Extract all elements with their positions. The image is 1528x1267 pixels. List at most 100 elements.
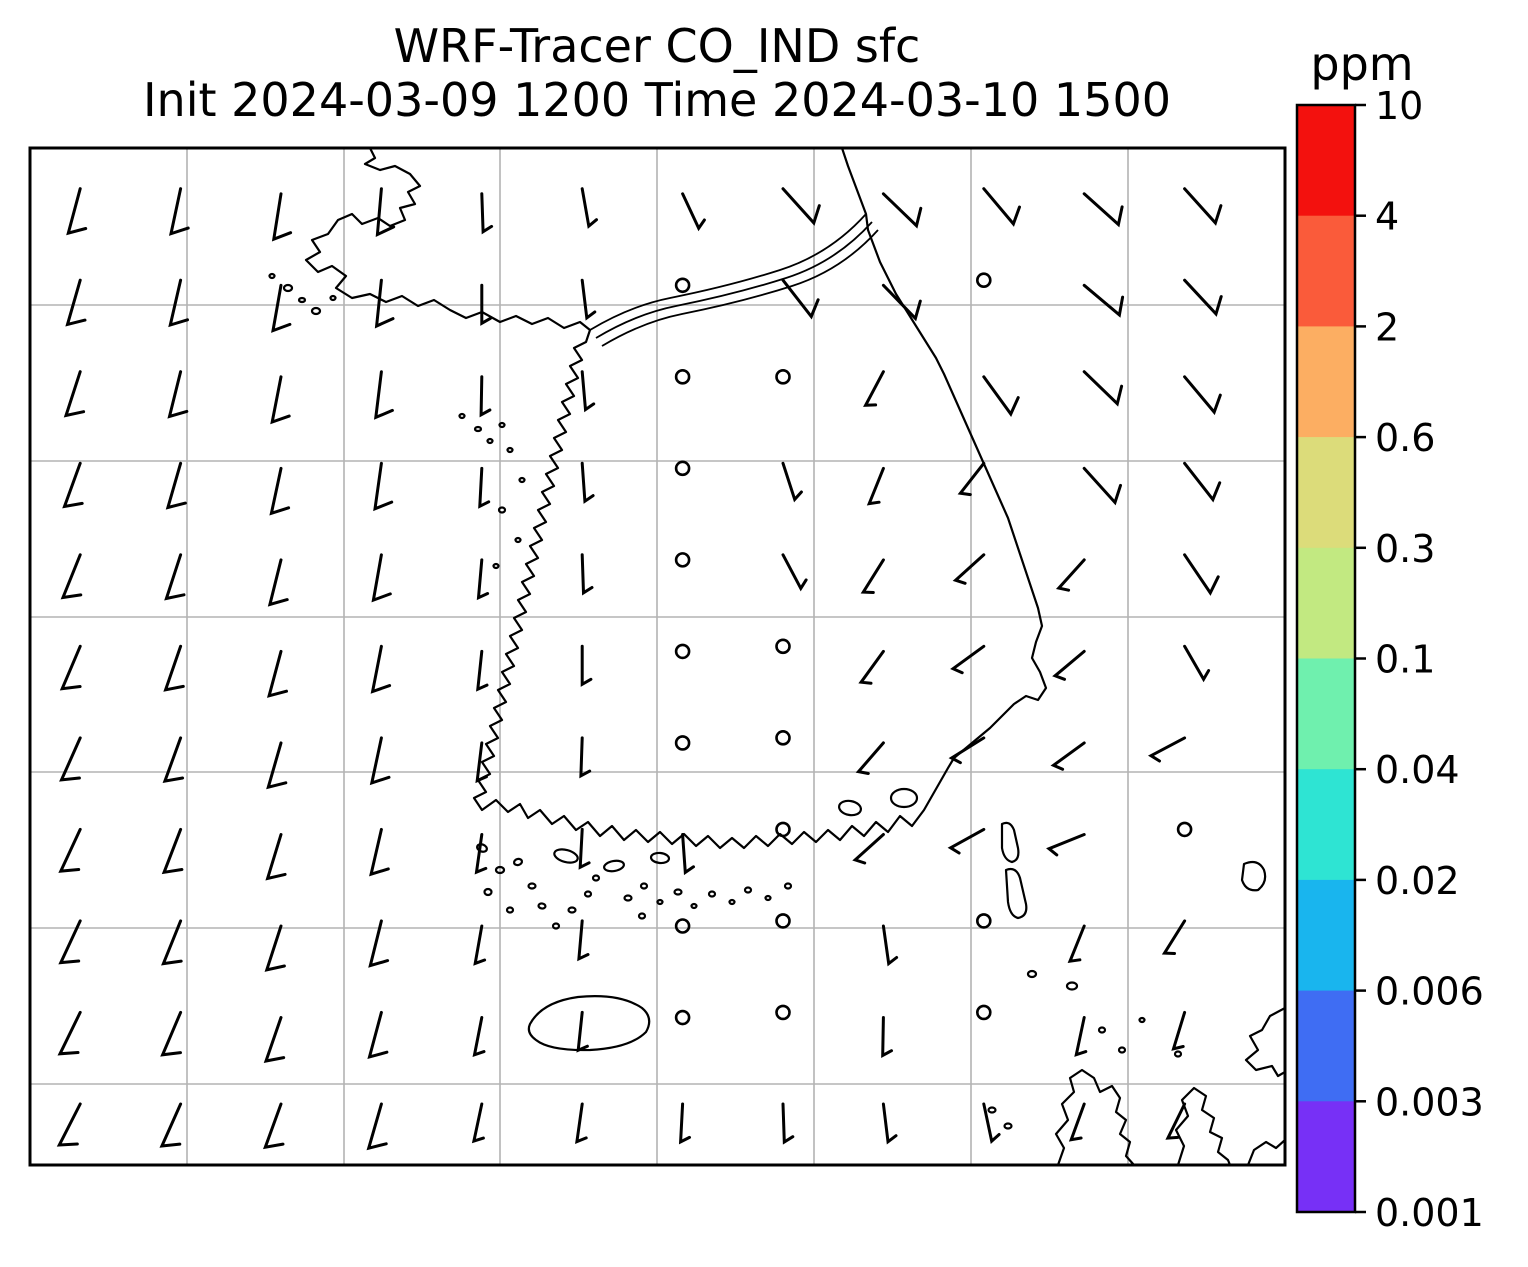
wind-barb: [881, 924, 899, 967]
island-outline: [282, 283, 294, 293]
island-outline: [837, 799, 863, 817]
wind-barb: [881, 283, 922, 322]
wind-barb: [59, 736, 82, 782]
calm-wind-circle: [674, 918, 691, 934]
colorbar-unit-label: ppm: [1310, 37, 1413, 91]
island-outline: [1097, 1026, 1107, 1034]
wind-barb: [1068, 1102, 1086, 1142]
calm-wind-circle: [674, 369, 691, 385]
wind-barb: [1050, 741, 1086, 771]
island-outline: [656, 898, 664, 906]
wind-barb: [1067, 924, 1086, 964]
island-outline: [458, 412, 466, 420]
colorbar-segment: [1297, 990, 1355, 1102]
wind-barb: [263, 1016, 286, 1063]
wind-barb: [957, 461, 986, 497]
border-line: [589, 213, 867, 331]
wind-barb: [1046, 833, 1086, 857]
island-outline: [583, 890, 593, 898]
wind-barb: [855, 741, 885, 775]
island-outline: [310, 306, 322, 316]
calm-wind-circle: [775, 821, 791, 838]
wind-barb: [1082, 192, 1124, 228]
wind-barb: [475, 741, 488, 784]
island-outline: [743, 886, 753, 894]
wind-barb: [161, 827, 184, 875]
calm-wind-circle: [775, 638, 791, 655]
wind-barb: [160, 1010, 183, 1057]
island-outline: [483, 887, 493, 897]
wind-barb: [472, 1016, 486, 1058]
island-outline: [783, 882, 793, 890]
wind-barb: [63, 370, 86, 418]
island-outline: [639, 882, 649, 890]
wind-barb: [1052, 649, 1086, 681]
island-outline: [506, 446, 514, 454]
island-outline: [728, 898, 736, 906]
colorbar-tick-label: 0.001: [1375, 1191, 1484, 1235]
colorbar-tick-label: 0.6: [1375, 416, 1435, 460]
wind-barb: [478, 466, 491, 509]
colorbar-segment: [1297, 658, 1355, 770]
island-outline: [518, 476, 526, 484]
colorbar-tick-label: 0.006: [1375, 970, 1484, 1014]
wind-barb: [681, 192, 706, 232]
wind-barb: [781, 278, 820, 320]
wind-barb: [681, 833, 695, 876]
wind-barb: [266, 649, 288, 698]
wind-barb: [982, 187, 1021, 227]
wind-barb: [863, 370, 885, 407]
island-outline: [567, 906, 577, 914]
colorbar-segment: [1297, 105, 1355, 217]
island-outline: [494, 865, 506, 875]
wind-barb: [576, 1010, 589, 1053]
grid-lines: [30, 148, 1285, 1165]
wind-barb: [860, 558, 885, 594]
wind-barb: [374, 278, 395, 329]
island-outline: [553, 848, 579, 864]
calm-wind-circle: [1176, 821, 1193, 838]
colorbar-tick-label: 2: [1375, 305, 1399, 349]
wind-barb: [881, 192, 923, 229]
wind-barb: [265, 833, 287, 881]
wind-barb: [1082, 466, 1122, 506]
wind-barb: [474, 833, 488, 875]
wind-barb: [1082, 370, 1124, 407]
wind-barb: [367, 1010, 389, 1060]
island-outline: [473, 425, 483, 433]
wind-barb: [375, 187, 396, 237]
island-outline: [537, 902, 547, 910]
wind-barb: [59, 644, 82, 691]
wind-barb: [858, 649, 885, 685]
calm-wind-circle: [674, 460, 691, 477]
colorbar-tick-label: 4: [1375, 195, 1399, 239]
wind-barb: [471, 1102, 485, 1144]
colorbar-segment: [1297, 215, 1355, 327]
colorbar-segment: [1297, 326, 1355, 438]
wind-barb: [578, 827, 591, 870]
colorbar-tick-label: 0.02: [1375, 859, 1460, 903]
wind-barb: [263, 1102, 285, 1150]
wind-barb: [165, 461, 187, 510]
wind-barb: [580, 644, 593, 687]
island-outline: [637, 912, 647, 920]
wind-barb: [1074, 1016, 1088, 1057]
wind-barb: [781, 553, 808, 592]
island-outline: [1065, 981, 1079, 991]
page-title: WRF-Tracer CO_IND sfc: [394, 19, 921, 73]
wind-barb: [781, 187, 821, 226]
island-outline: [1117, 1046, 1127, 1054]
wind-barbs: [56, 187, 1223, 1151]
colorbar-segment: [1297, 437, 1355, 549]
wind-barb: [952, 553, 986, 585]
island-outline: [1000, 821, 1020, 864]
wind-barb: [781, 461, 803, 503]
wind-barb: [163, 644, 185, 692]
wind-barb: [373, 370, 394, 420]
calm-wind-circle: [775, 730, 791, 746]
wind-barb: [267, 558, 289, 607]
island-outline: [505, 906, 515, 914]
wind-barb: [62, 461, 84, 509]
wind-barb: [373, 461, 394, 512]
